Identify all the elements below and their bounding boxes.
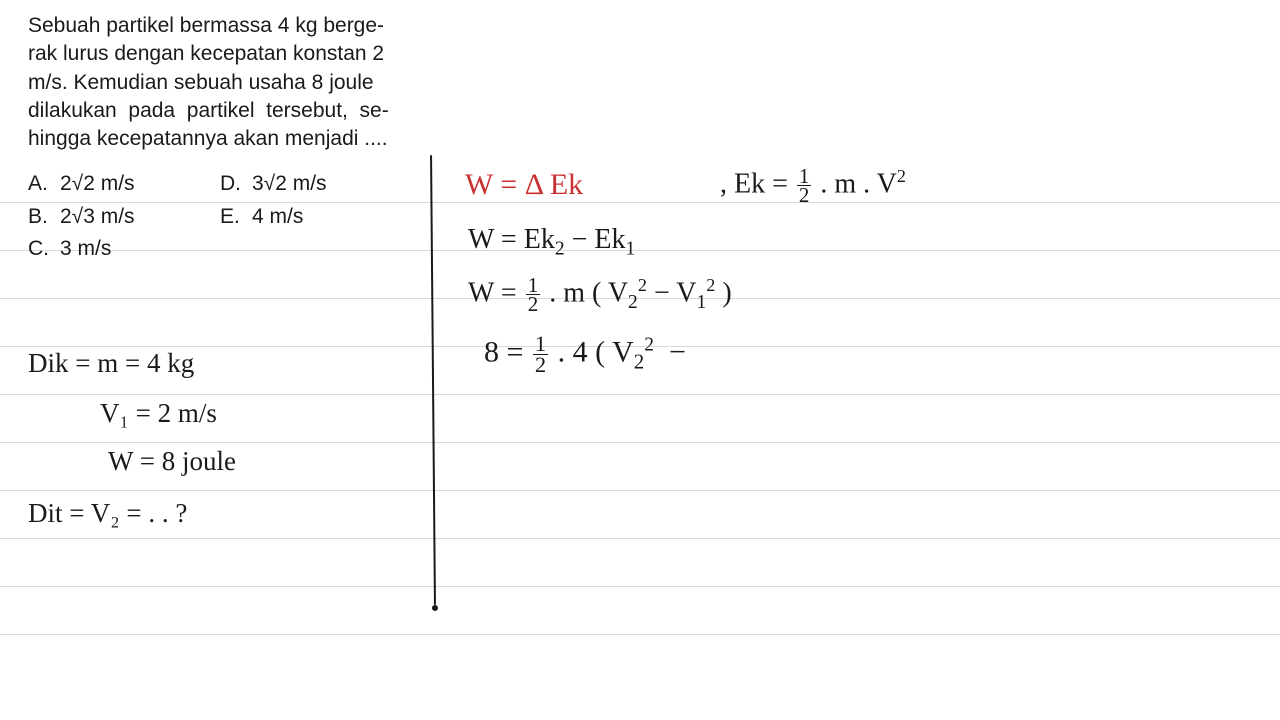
option-value-a: 2√2 m/s [60,168,220,201]
option-value-e: 4 m/s [252,201,372,234]
option-label-a: A. [28,168,60,201]
option-label-c: C. [28,233,60,266]
answer-options: A.2√2 m/s D.3√2 m/s B.2√3 m/s E.4 m/s C.… [28,168,372,266]
asked-line: Dit = V₂ = . . ? [28,498,187,529]
equation-ek-difference: W = Ek2 − Ek1 [468,224,635,261]
known-mass: Dik = m = 4 kg [28,348,194,379]
equation-work-delta-ek: W = Δ Ek [465,168,583,202]
option-value-c: 3 m/s [60,233,220,266]
known-work: W = 8 joule [108,446,236,477]
option-value-b: 2√3 m/s [60,201,220,234]
equation-kinetic-energy: , Ek = 12 . m . V2 [720,166,906,205]
known-velocity: V₁ = 2 m/s [100,398,217,429]
equation-expanded: W = 12 . m ( V22 − V12 ) [468,275,732,314]
option-value-d: 3√2 m/s [252,168,372,201]
option-label-b: B. [28,201,60,234]
question-text: Sebuah partikel bermassa 4 kg berge- rak… [28,12,428,154]
option-label-e: E. [220,201,252,234]
equation-substituted: 8 = 12 . 4 ( V22 − [484,334,686,376]
option-label-d: D. [220,168,252,201]
